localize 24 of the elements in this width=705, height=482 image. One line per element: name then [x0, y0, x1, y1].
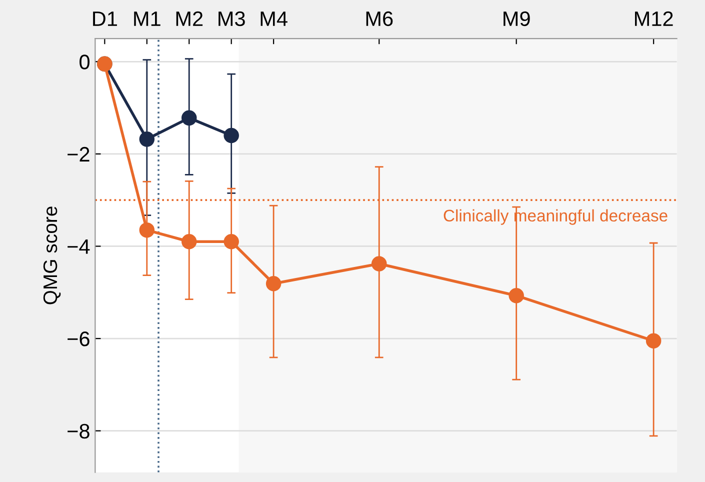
x-tick-label: M12	[635, 11, 673, 26]
point	[224, 234, 239, 250]
point	[266, 276, 282, 292]
point	[181, 234, 197, 250]
point	[646, 333, 662, 348]
y-tick-label: −4	[68, 239, 90, 254]
y-axis-title: QMG score	[43, 206, 61, 304]
y-tick-label: −2	[68, 146, 90, 162]
x-tick-label: M3	[218, 11, 245, 26]
point	[139, 132, 155, 147]
point	[181, 110, 197, 126]
y-tick-label: −8	[68, 424, 90, 439]
x-tick-label: M1	[134, 12, 160, 26]
point	[224, 128, 239, 144]
y-tick-label: 0	[80, 54, 90, 70]
y-tick-label: −6	[68, 332, 90, 346]
x-tick-label: M9	[504, 11, 530, 26]
x-tick-label: M4	[260, 12, 288, 26]
x-tick-label: M2	[176, 11, 203, 26]
x-tick-label: D1	[93, 12, 117, 26]
point	[508, 288, 524, 304]
point	[139, 222, 155, 238]
x-tick-label: M6	[366, 11, 393, 26]
point	[371, 256, 387, 272]
